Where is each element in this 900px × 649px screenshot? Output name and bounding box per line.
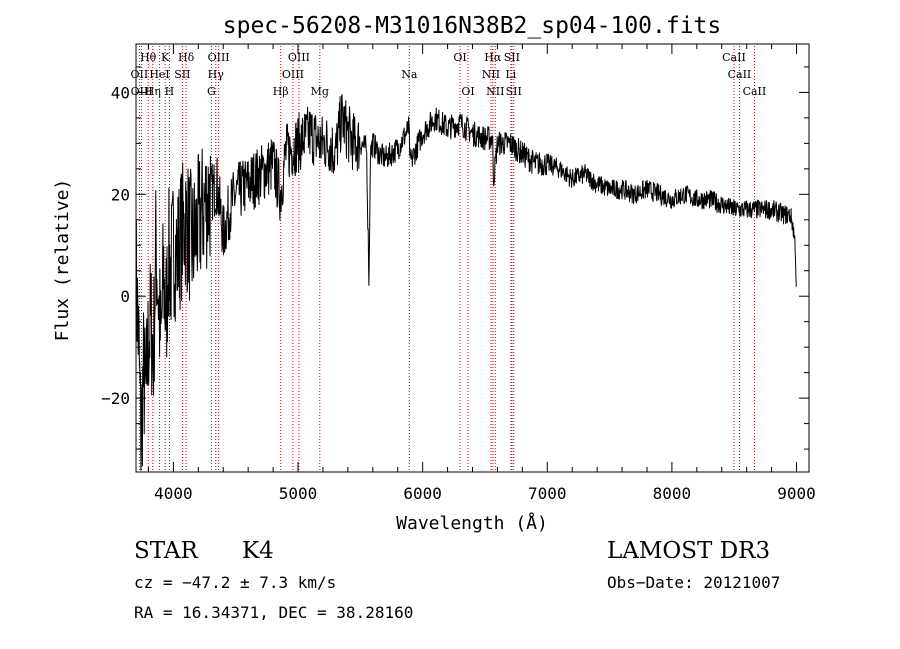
line-label-22: SII	[504, 51, 520, 64]
observation-date: Obs−Date: 20121007	[607, 573, 781, 592]
x-tick-label-7000: 7000	[528, 484, 567, 503]
line-label-14: OIII	[288, 51, 310, 64]
line-label-19: Hα	[484, 51, 502, 64]
line-label-27: CaII	[743, 85, 767, 98]
y-tick-label-0: 0	[120, 287, 130, 306]
line-label-26: CaII	[728, 68, 752, 81]
x-tick-label-6000: 6000	[403, 484, 442, 503]
chart-title: spec-56208-M31016N38B2_sp04-100.fits	[223, 13, 722, 39]
line-label-13: OIII	[282, 68, 304, 81]
line-label-7: SII	[174, 68, 190, 81]
line-label-8: Hδ	[178, 51, 195, 64]
flux-series-line	[135, 94, 797, 471]
line-label-11: Hγ	[208, 68, 225, 81]
x-tick-label-4000: 4000	[154, 484, 193, 503]
y-tick-label-40: 40	[111, 83, 130, 102]
line-label-9: G	[207, 85, 216, 98]
object-subclass: K4	[242, 538, 274, 564]
line-label-20: NII	[482, 68, 500, 81]
y-tick-label-20: 20	[111, 185, 130, 204]
line-label-5: K	[161, 51, 170, 64]
survey-name: LAMOST DR3	[607, 538, 771, 564]
line-label-2: OIII	[131, 85, 153, 98]
sky-coordinates: RA = 16.34371, DEC = 38.28160	[134, 603, 414, 622]
x-tick-labels: 4000 5000 6000 7000 8000 9000	[154, 484, 816, 503]
line-label-0: Hθ	[140, 51, 157, 64]
object-class: STAR	[134, 538, 198, 564]
line-label-15: Mg	[311, 85, 329, 98]
x-axis-label: Wavelength (Å)	[396, 512, 548, 534]
line-label-1: OII	[131, 68, 149, 81]
spectral-line-markers	[138, 46, 755, 471]
line-label-6: H	[165, 85, 175, 98]
y-tick-labels: −20 0 20 40	[101, 83, 130, 408]
line-label-21: NII	[486, 85, 504, 98]
line-label-10: OIII	[208, 51, 230, 64]
line-label-18: OI	[461, 85, 474, 98]
x-tick-label-8000: 8000	[653, 484, 692, 503]
y-tick-label--20: −20	[101, 389, 130, 408]
line-label-24: SII	[506, 85, 522, 98]
x-tick-label-5000: 5000	[279, 484, 318, 503]
line-label-25: CaII	[722, 51, 746, 64]
spectral-line-labels: HθOIIOIIIHηHeIKHSIIHδGOIIIHγHβOIIIOIIIMg…	[131, 51, 767, 98]
x-tick-label-9000: 9000	[777, 484, 816, 503]
line-label-23: Li	[505, 68, 516, 81]
redshift-velocity: cz = −47.2 ± 7.3 km/s	[134, 573, 337, 592]
line-label-17: OI	[453, 51, 466, 64]
plot-frame	[135, 43, 810, 473]
line-label-12: Hβ	[273, 85, 289, 98]
line-label-4: HeI	[149, 68, 169, 81]
line-label-16: Na	[401, 68, 418, 81]
y-axis-label: Flux (relative)	[52, 179, 73, 342]
axis-ticks	[136, 44, 809, 472]
line-label-3: Hη	[145, 85, 161, 98]
